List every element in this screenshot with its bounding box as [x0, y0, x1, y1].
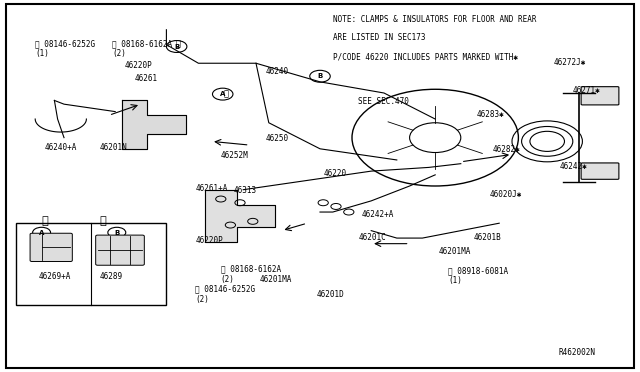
Text: Ⓑ: Ⓑ	[99, 216, 106, 226]
Text: 46261+A: 46261+A	[195, 184, 228, 193]
Text: Ⓑ 08168-6162A
(2): Ⓑ 08168-6162A (2)	[221, 264, 281, 283]
Text: 46201N: 46201N	[99, 143, 127, 152]
Text: 46240: 46240	[266, 67, 289, 76]
Text: A: A	[39, 230, 44, 235]
Text: 46240+A: 46240+A	[45, 143, 77, 152]
Text: 46220: 46220	[323, 169, 346, 178]
Text: NOTE: CLAMPS & INSULATORS FOR FLOOR AND REAR: NOTE: CLAMPS & INSULATORS FOR FLOOR AND …	[333, 15, 536, 24]
Text: 46269+A: 46269+A	[38, 272, 71, 280]
Text: Ⓑ 08146-6252G
(2): Ⓑ 08146-6252G (2)	[195, 285, 255, 304]
Text: 46242✱: 46242✱	[560, 162, 588, 171]
Text: Ⓑ: Ⓑ	[224, 89, 229, 98]
Text: 46271✱: 46271✱	[573, 86, 600, 94]
Text: 46201MA: 46201MA	[438, 247, 471, 256]
Text: SEE SEC.470: SEE SEC.470	[358, 97, 409, 106]
Polygon shape	[122, 100, 186, 149]
Text: 46250: 46250	[266, 134, 289, 143]
Text: 46289: 46289	[99, 272, 122, 280]
Text: ARE LISTED IN SEC173: ARE LISTED IN SEC173	[333, 33, 426, 42]
Text: 46252M: 46252M	[221, 151, 248, 160]
Text: Ⓐ: Ⓐ	[176, 39, 181, 48]
FancyBboxPatch shape	[581, 87, 619, 105]
Text: 46201D: 46201D	[317, 290, 344, 299]
Text: 46020J✱: 46020J✱	[490, 190, 522, 199]
Text: A: A	[220, 91, 225, 97]
Text: B: B	[317, 73, 323, 79]
Text: 46201C: 46201C	[358, 232, 386, 241]
Text: 46201MA: 46201MA	[259, 275, 292, 284]
FancyBboxPatch shape	[30, 233, 72, 262]
Text: P/CODE 46220 INCLUDES PARTS MARKED WITH✱: P/CODE 46220 INCLUDES PARTS MARKED WITH✱	[333, 52, 518, 61]
FancyBboxPatch shape	[96, 235, 145, 265]
Text: Ⓑ 08146-6252G
(1): Ⓑ 08146-6252G (1)	[35, 39, 95, 58]
FancyBboxPatch shape	[581, 163, 619, 179]
Text: R462002N: R462002N	[558, 348, 595, 357]
Text: 46261: 46261	[134, 74, 157, 83]
Text: 46272J✱: 46272J✱	[554, 58, 586, 67]
Text: B: B	[174, 44, 179, 49]
Bar	[16, 223, 166, 305]
Text: 46220P: 46220P	[125, 61, 152, 70]
Text: ⓝ 08918-6081A
(1): ⓝ 08918-6081A (1)	[448, 266, 508, 285]
Text: 46242+A: 46242+A	[362, 210, 394, 219]
Text: 46220P: 46220P	[195, 236, 223, 245]
Text: 46313: 46313	[234, 186, 257, 195]
Polygon shape	[205, 190, 275, 242]
Text: Ⓐ: Ⓐ	[42, 216, 49, 226]
Text: 46282✱: 46282✱	[493, 145, 520, 154]
Text: 46201B: 46201B	[474, 232, 501, 241]
Text: B: B	[114, 230, 120, 235]
Text: Ⓑ 08168-6162A
(2): Ⓑ 08168-6162A (2)	[112, 39, 172, 58]
Text: 46283✱: 46283✱	[477, 110, 504, 119]
